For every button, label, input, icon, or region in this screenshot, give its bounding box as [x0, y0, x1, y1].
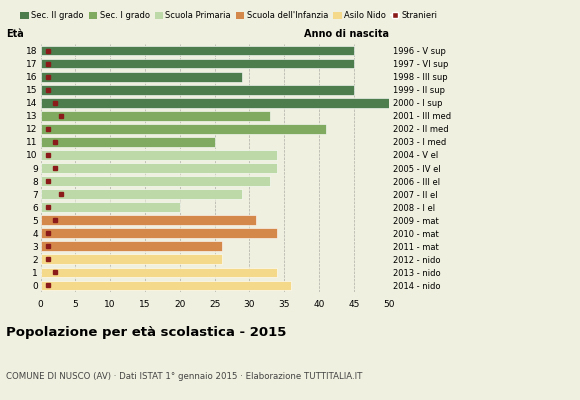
Bar	[41, 228, 277, 238]
Bar	[41, 150, 277, 160]
Bar	[41, 215, 256, 225]
Bar	[41, 163, 277, 173]
Bar	[41, 85, 354, 94]
Bar	[41, 254, 222, 264]
Bar	[41, 202, 180, 212]
Text: COMUNE DI NUSCO (AV) · Dati ISTAT 1° gennaio 2015 · Elaborazione TUTTITALIA.IT: COMUNE DI NUSCO (AV) · Dati ISTAT 1° gen…	[6, 372, 362, 381]
Bar	[41, 242, 222, 251]
Bar	[41, 98, 389, 108]
Bar	[41, 137, 215, 147]
Bar	[41, 111, 270, 121]
Bar	[41, 72, 242, 82]
Bar	[41, 124, 326, 134]
Bar	[41, 280, 291, 290]
Bar	[41, 46, 354, 56]
Text: Popolazione per età scolastica - 2015: Popolazione per età scolastica - 2015	[6, 326, 286, 339]
Text: Età: Età	[6, 29, 24, 39]
Bar	[41, 176, 270, 186]
Bar	[41, 189, 242, 199]
Bar	[41, 268, 277, 277]
Text: Anno di nascita: Anno di nascita	[303, 29, 389, 39]
Legend: Sec. II grado, Sec. I grado, Scuola Primaria, Scuola dell'Infanzia, Asilo Nido, : Sec. II grado, Sec. I grado, Scuola Prim…	[20, 11, 438, 20]
Bar	[41, 59, 354, 68]
